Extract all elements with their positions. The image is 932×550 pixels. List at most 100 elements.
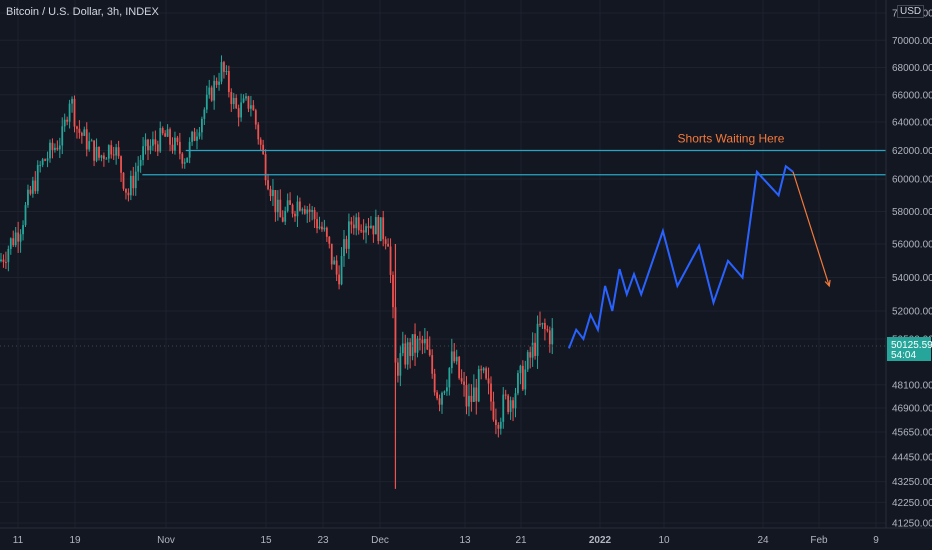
candle-body (71, 98, 73, 104)
candle-body (103, 155, 105, 159)
candle-body (149, 145, 152, 151)
candle-body (44, 159, 46, 161)
candle-body (541, 323, 544, 325)
symbol-title[interactable]: Bitcoin / U.S. Dollar, 3h, INDEX (6, 6, 159, 18)
candle-body (504, 394, 507, 396)
price-badge-bg (887, 337, 931, 361)
candle-body (306, 209, 309, 214)
price-tick-label: 62000.00 (892, 146, 932, 157)
candle-body (274, 190, 277, 213)
candle-body (531, 342, 534, 358)
price-tick-label: 56000.00 (892, 240, 932, 251)
candle-body (218, 81, 220, 85)
candle-body (495, 419, 497, 425)
candle-body (9, 238, 12, 249)
time-tick-label: 24 (757, 535, 769, 546)
candle-body (345, 239, 348, 249)
candle-body (438, 398, 441, 405)
candle-body (78, 128, 81, 133)
candle-body (208, 87, 211, 95)
candle-body (181, 153, 184, 164)
candle-body (436, 392, 438, 399)
candle-body (112, 154, 115, 156)
time-tick-label: Nov (157, 535, 175, 546)
candle-body (340, 256, 343, 285)
price-badge-countdown: 54:04 (891, 350, 916, 361)
candle-body (188, 141, 191, 158)
candle-body (374, 217, 377, 235)
candle-body (362, 230, 365, 233)
candle-body (450, 351, 453, 369)
candle-body (22, 225, 24, 235)
candle-body (154, 139, 157, 145)
candle-body (49, 142, 51, 159)
candle-body (19, 234, 22, 242)
candle-body (198, 132, 201, 137)
candle-body (482, 368, 485, 371)
candle-body (213, 80, 216, 101)
currency-label[interactable]: USD (897, 5, 925, 18)
candle-body (421, 339, 424, 344)
candle-body (333, 260, 336, 265)
candle-body (85, 129, 88, 150)
candle-body (512, 400, 514, 409)
candle-body (475, 387, 478, 402)
candle-body (328, 236, 331, 244)
candle-body (460, 378, 463, 382)
candle-body (426, 338, 429, 350)
candle-body (318, 226, 321, 229)
candle-body (245, 96, 247, 99)
candle-body (34, 180, 37, 192)
candle-body (66, 119, 69, 122)
candle-body (5, 261, 7, 263)
candle-body (536, 323, 539, 356)
candle-body (142, 146, 144, 161)
candle-body (51, 142, 54, 150)
price-tick-label: 68000.00 (892, 63, 932, 74)
candle-body (441, 392, 443, 405)
candle-body (365, 226, 367, 233)
candle-body (203, 109, 206, 119)
candle-body (232, 97, 235, 105)
candle-body (463, 381, 465, 385)
time-tick-label: 19 (69, 535, 81, 546)
candle-body (514, 393, 517, 409)
candle-body (220, 62, 223, 82)
candle-body (372, 225, 375, 235)
candle-body (58, 145, 61, 150)
candle-body (144, 139, 147, 147)
candle-body (257, 124, 260, 140)
candle-body (201, 118, 203, 133)
candle-body (299, 201, 301, 211)
candle-body (355, 217, 358, 229)
candle-body (521, 365, 524, 390)
candle-body (387, 243, 389, 247)
candlestick-series (0, 55, 554, 489)
candle-body (272, 190, 274, 197)
candle-body (31, 180, 34, 194)
candle-body (323, 227, 326, 230)
candle-body (196, 136, 198, 141)
candle-body (122, 172, 125, 189)
candle-body (416, 338, 419, 353)
candle-body (7, 248, 10, 263)
candle-body (480, 369, 483, 371)
price-tick-label: 41250.00 (892, 519, 932, 530)
time-axis: 11 19 Nov 15 23 Dec 13 21 2022 10 24 Feb 9 (0, 527, 932, 546)
candle-body (377, 217, 380, 241)
candle-body (161, 128, 164, 134)
candle-body (284, 210, 287, 222)
candle-body (446, 387, 448, 392)
candle-body (551, 328, 554, 345)
candle-body (294, 213, 296, 217)
candle-body (539, 323, 541, 325)
candle-body (250, 105, 252, 109)
candle-body (286, 200, 289, 211)
price-tick-label: 58000.00 (892, 207, 932, 218)
candle-body (12, 238, 15, 246)
candle-body (24, 205, 27, 226)
candle-body (169, 129, 171, 145)
candle-body (392, 274, 394, 308)
candle-body (414, 334, 416, 353)
